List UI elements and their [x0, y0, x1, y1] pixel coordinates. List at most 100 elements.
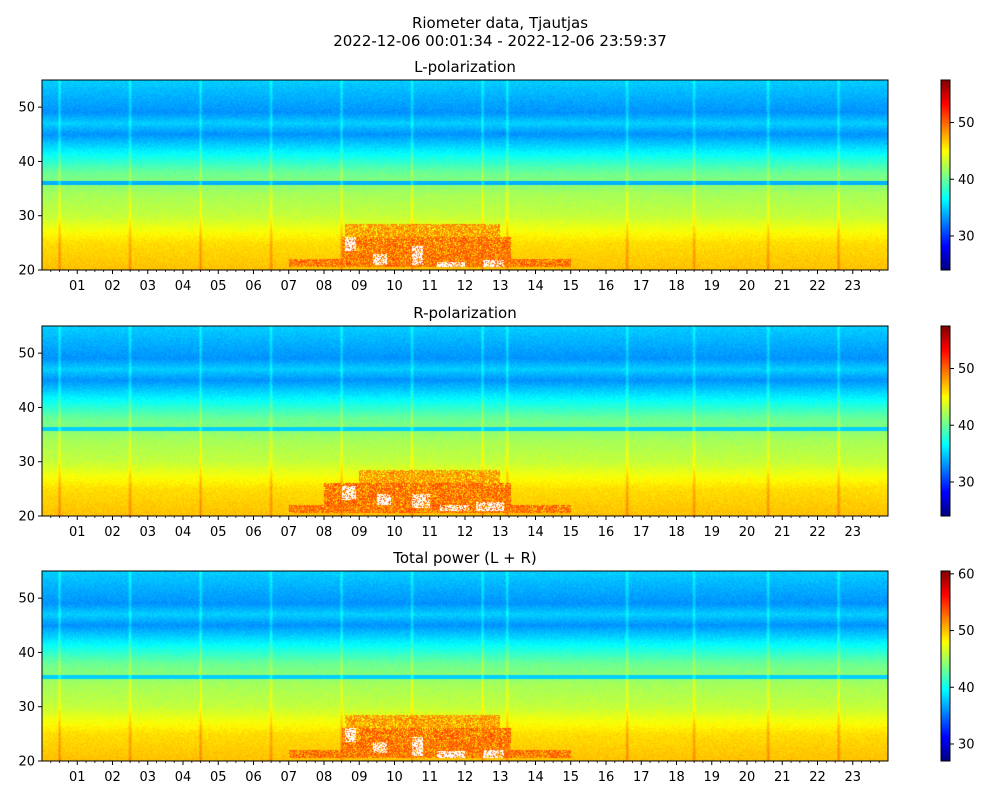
x-tick-label: 09 [351, 525, 368, 540]
y-tick-label: 30 [18, 700, 35, 715]
x-tick-label: 01 [69, 770, 86, 785]
x-tick-label: 01 [69, 525, 86, 540]
x-tick-label: 03 [139, 525, 156, 540]
x-tick-label: 13 [492, 770, 509, 785]
x-tick-label: 17 [633, 770, 650, 785]
x-tick-label: 08 [316, 525, 333, 540]
x-tick-label: 15 [562, 770, 579, 785]
panel-title: Total power (L + R) [392, 549, 537, 567]
x-tick-label: 22 [809, 279, 826, 294]
x-tick-label: 19 [703, 770, 720, 785]
x-tick-label: 02 [104, 770, 121, 785]
x-tick-label: 07 [280, 279, 297, 294]
y-tick-label: 20 [18, 755, 35, 770]
x-tick-label: 11 [421, 279, 438, 294]
colorbar-tick-label: 40 [958, 419, 975, 434]
colorbar-tick-label: 30 [958, 229, 975, 244]
colorbar [941, 571, 950, 761]
x-tick-label: 21 [774, 279, 791, 294]
x-tick-label: 08 [316, 770, 333, 785]
x-tick-label: 23 [844, 279, 861, 294]
colorbar-frame [940, 325, 951, 517]
x-tick-label: 03 [139, 770, 156, 785]
x-tick-label: 09 [351, 770, 368, 785]
x-tick-label: 02 [104, 279, 121, 294]
colorbar-tick-label: 50 [958, 362, 975, 377]
y-tick-label: 50 [18, 347, 35, 362]
x-tick-label: 21 [774, 525, 791, 540]
y-tick-label: 20 [18, 510, 35, 525]
y-tick-label: 50 [18, 101, 35, 116]
x-tick-label: 20 [739, 279, 756, 294]
panel-1: L-polarization 20 30 40 50 01 02 03 04 05 06 07 08 09… [18, 58, 974, 294]
x-tick-label: 06 [245, 770, 262, 785]
x-tick-label: 17 [633, 525, 650, 540]
y-tick-label: 40 [18, 401, 35, 416]
x-tick-label: 05 [210, 770, 227, 785]
x-tick-label: 14 [527, 770, 544, 785]
panels: L-polarization 20 30 40 50 01 02 03 04 05 06 07 08 09… [18, 58, 974, 785]
x-tick-label: 13 [492, 525, 509, 540]
x-tick-label: 15 [562, 525, 579, 540]
figure-title: Riometer data, Tjautjas [412, 14, 588, 32]
colorbar [941, 326, 950, 516]
x-tick-label: 04 [175, 770, 192, 785]
x-tick-label: 06 [245, 279, 262, 294]
x-tick-label: 07 [280, 770, 297, 785]
colorbar-frame [940, 570, 951, 762]
x-tick-label: 19 [703, 525, 720, 540]
x-tick-label: 21 [774, 770, 791, 785]
panel-2: R-polarization 20 30 40 50 01 02 03 04 05 06 07 08 09… [18, 304, 974, 540]
colorbar [941, 80, 950, 270]
y-tick-label: 30 [18, 209, 35, 224]
x-tick-label: 20 [739, 525, 756, 540]
heatmap-image [42, 326, 888, 516]
x-tick-label: 23 [844, 770, 861, 785]
x-tick-label: 11 [421, 525, 438, 540]
colorbar-tick-label: 60 [958, 567, 975, 582]
x-tick-label: 09 [351, 279, 368, 294]
x-tick-label: 13 [492, 279, 509, 294]
x-tick-label: 04 [175, 279, 192, 294]
panel-title: L-polarization [414, 58, 516, 76]
heatmap-image [42, 80, 888, 270]
x-tick-label: 11 [421, 770, 438, 785]
x-tick-label: 22 [809, 525, 826, 540]
x-tick-label: 15 [562, 279, 579, 294]
panel-title: R-polarization [413, 304, 516, 322]
x-tick-label: 01 [69, 279, 86, 294]
x-tick-label: 18 [668, 279, 685, 294]
x-tick-label: 20 [739, 770, 756, 785]
colorbar-tick-label: 50 [958, 624, 975, 639]
x-tick-label: 04 [175, 525, 192, 540]
x-tick-label: 14 [527, 525, 544, 540]
colorbar-frame [940, 79, 951, 271]
colorbar-tick-label: 40 [958, 681, 975, 696]
x-tick-label: 12 [457, 525, 474, 540]
x-tick-label: 16 [598, 770, 615, 785]
y-tick-label: 50 [18, 592, 35, 607]
x-tick-label: 14 [527, 279, 544, 294]
x-tick-label: 06 [245, 525, 262, 540]
x-tick-label: 16 [598, 279, 615, 294]
y-tick-label: 30 [18, 455, 35, 470]
colorbar-tick-label: 40 [958, 173, 975, 188]
colorbar-tick-label: 50 [958, 116, 975, 131]
x-tick-label: 08 [316, 279, 333, 294]
x-tick-label: 12 [457, 770, 474, 785]
x-tick-label: 07 [280, 525, 297, 540]
y-tick-label: 40 [18, 646, 35, 661]
colorbar-tick-label: 30 [958, 737, 975, 752]
x-tick-label: 17 [633, 279, 650, 294]
x-tick-label: 10 [386, 279, 403, 294]
x-tick-label: 05 [210, 279, 227, 294]
figure-subtitle: 2022-12-06 00:01:34 - 2022-12-06 23:59:3… [333, 32, 667, 50]
x-tick-label: 23 [844, 525, 861, 540]
heatmap-image [42, 571, 888, 761]
x-tick-label: 19 [703, 279, 720, 294]
panel-3: Total power (L + R) 20 30 40 50 01 02 03 04 05 06 0… [18, 549, 974, 785]
x-tick-label: 10 [386, 525, 403, 540]
x-tick-label: 05 [210, 525, 227, 540]
y-tick-label: 20 [18, 264, 35, 279]
